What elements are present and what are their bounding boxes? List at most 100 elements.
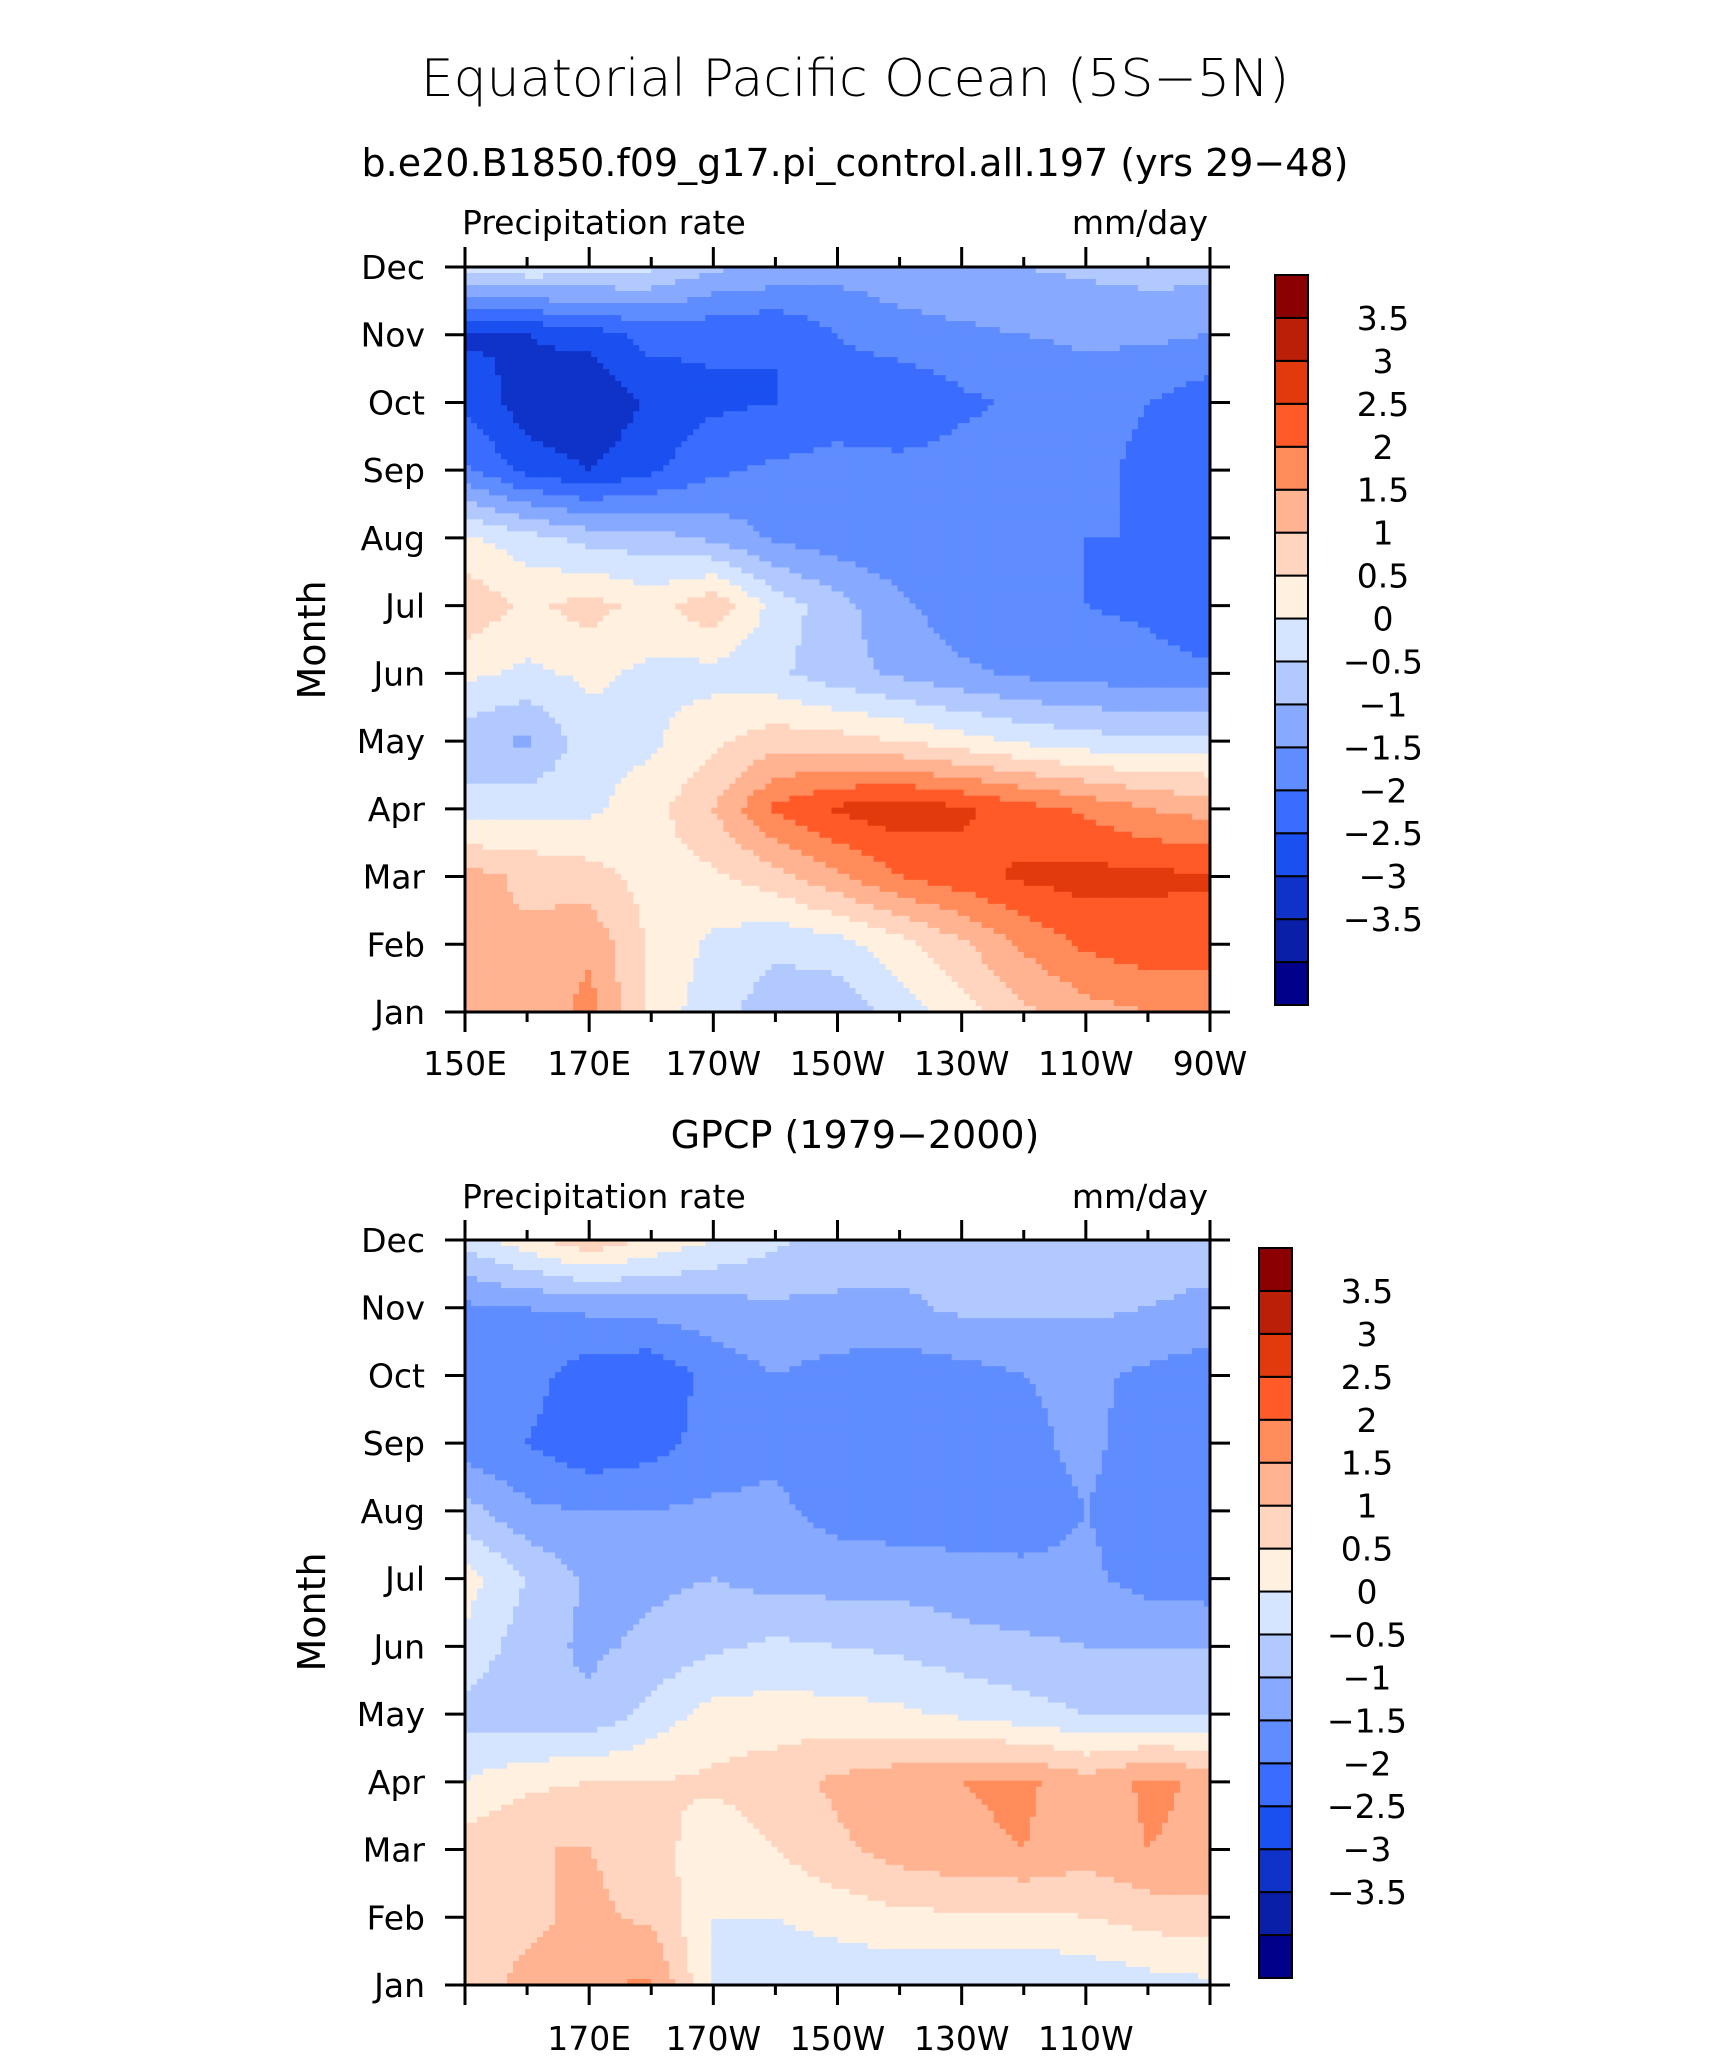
contour-cell: [567, 429, 574, 436]
contour-cell: [886, 393, 893, 400]
contour-cell: [1060, 441, 1067, 448]
contour-cell: [898, 357, 905, 364]
contour-cell: [1180, 441, 1187, 448]
contour-cell: [862, 501, 869, 508]
contour-cell: [525, 459, 532, 466]
contour-cell: [994, 369, 1001, 376]
contour-cell: [801, 321, 808, 328]
contour-cell: [940, 327, 947, 334]
contour-cell: [1060, 315, 1067, 322]
panel-subtitle: b.e20.B1850.f09_g17.pi_control.all.197 (…: [362, 141, 1349, 185]
contour-cell: [1126, 297, 1133, 304]
contour-cell: [543, 405, 550, 412]
contour-cell: [783, 417, 790, 424]
contour-cell: [483, 285, 490, 292]
contour-cell: [886, 417, 893, 424]
contour-cell: [789, 279, 796, 286]
contour-cell: [711, 423, 718, 430]
contour-cell: [1114, 501, 1121, 508]
contour-cell: [964, 381, 971, 388]
contour-cell: [1174, 357, 1181, 364]
contour-cell: [1198, 369, 1205, 376]
contour-cell: [1150, 303, 1157, 310]
contour-cell: [838, 273, 845, 280]
contour-cell: [567, 303, 574, 310]
contour-cell: [741, 429, 748, 436]
contour-cell: [1174, 501, 1181, 508]
contour-cell: [507, 447, 514, 454]
contour-cell: [1096, 399, 1103, 406]
contour-cell: [477, 393, 484, 400]
contour-cell: [483, 333, 490, 340]
contour-cell: [681, 327, 688, 334]
contour-cell: [729, 459, 736, 466]
contour-cell: [507, 441, 514, 448]
contour-cell: [1000, 279, 1007, 286]
contour-cell: [801, 399, 808, 406]
contour-cell: [687, 393, 694, 400]
contour-cell: [1186, 339, 1193, 346]
contour-cell: [669, 477, 676, 484]
contour-cell: [1168, 357, 1175, 364]
contour-cell: [1180, 405, 1187, 412]
contour-cell: [789, 381, 796, 388]
contour-cell: [807, 345, 814, 352]
contour-cell: [495, 273, 502, 280]
contour-cell: [952, 399, 959, 406]
contour-cell: [1198, 435, 1205, 442]
contour-cell: [1078, 279, 1085, 286]
contour-cell: [886, 291, 893, 298]
contour-cell: [519, 273, 526, 280]
contour-cell: [892, 375, 899, 382]
contour-cell: [735, 393, 742, 400]
contour-cell: [621, 327, 628, 334]
contour-cell: [519, 423, 526, 430]
contour-cell: [585, 417, 592, 424]
contour-cell: [1150, 471, 1157, 478]
contour-cell: [603, 351, 610, 358]
contour-cell: [1198, 393, 1205, 400]
contour-cell: [549, 357, 556, 364]
contour-cell: [988, 501, 995, 508]
contour-cell: [771, 357, 778, 364]
contour-cell: [1000, 315, 1007, 322]
contour-cell: [675, 417, 682, 424]
contour-cell: [892, 309, 899, 316]
contour-cell: [1162, 369, 1169, 376]
contour-cell: [1132, 399, 1139, 406]
contour-cell: [952, 279, 959, 286]
contour-cell: [573, 381, 580, 388]
contour-cell: [1006, 399, 1013, 406]
contour-cell: [874, 279, 881, 286]
contour-cell: [988, 297, 995, 304]
contour-cell: [1018, 333, 1025, 340]
contour-cell: [831, 441, 838, 448]
contour-cell: [693, 447, 700, 454]
contour-cell: [567, 291, 574, 298]
contour-cell: [495, 429, 502, 436]
contour-cell: [705, 447, 712, 454]
contour-cell: [549, 495, 556, 502]
contour-cell: [669, 321, 676, 328]
contour-cell: [681, 453, 688, 460]
contour-cell: [693, 471, 700, 478]
contour-cell: [831, 435, 838, 442]
contour-cell: [928, 471, 935, 478]
contour-cell: [477, 477, 484, 484]
contour-cell: [765, 321, 772, 328]
contour-cell: [1126, 303, 1133, 310]
contour-cell: [904, 483, 911, 490]
contour-cell: [856, 447, 863, 454]
contour-cell: [627, 333, 634, 340]
contour-cell: [1024, 483, 1031, 490]
contour-cell: [489, 321, 496, 328]
contour-cell: [1120, 453, 1127, 460]
contour-cell: [892, 489, 899, 496]
contour-cell: [501, 387, 508, 394]
contour-cell: [1186, 303, 1193, 310]
contour-cell: [982, 471, 989, 478]
contour-cell: [597, 363, 604, 370]
contour-cell: [723, 291, 730, 298]
contour-cell: [681, 441, 688, 448]
contour-cell: [892, 441, 899, 448]
